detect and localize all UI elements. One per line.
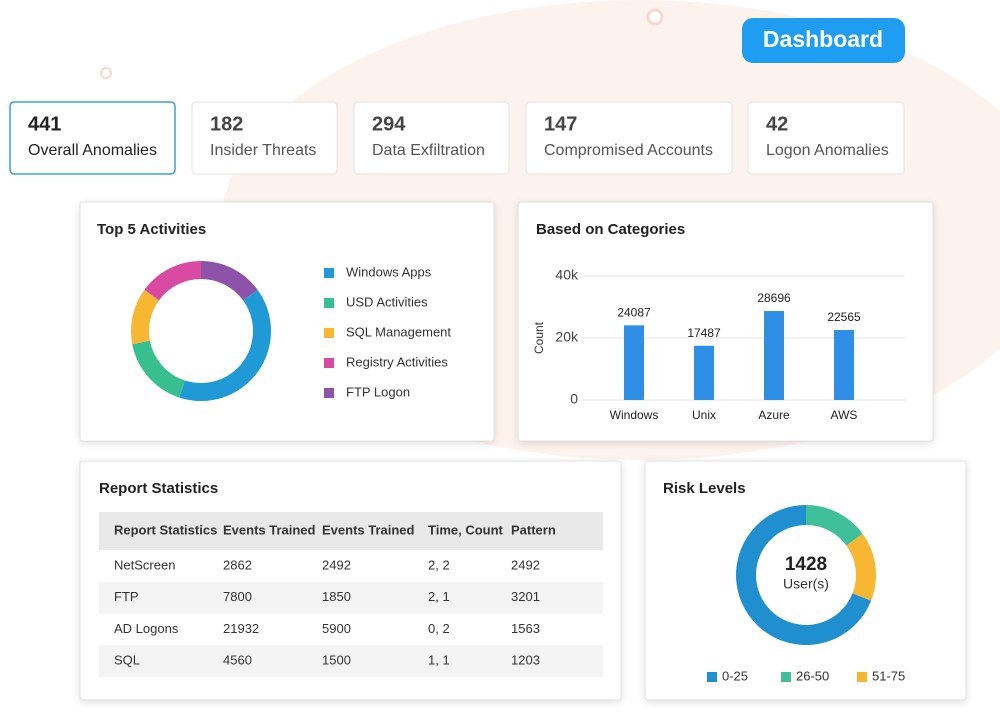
table-cell: 2492 [322, 557, 351, 572]
legend-swatch [781, 672, 791, 682]
x-tick-label: Windows [610, 408, 659, 422]
bar [624, 325, 644, 400]
y-tick-label: 0 [570, 391, 578, 407]
legend-swatch [324, 358, 334, 368]
legend-swatch [857, 672, 867, 682]
table-header: Events Trained [322, 522, 415, 537]
donut-slice [806, 505, 863, 546]
bar [694, 345, 714, 400]
table-cell: SQL [114, 653, 140, 668]
table-header: Report Statistics [114, 522, 217, 537]
stat-label: Compromised Accounts [544, 142, 713, 159]
table-cell: 1563 [511, 621, 540, 636]
panel-title: Risk Levels [663, 480, 746, 497]
table-cell: 3201 [511, 589, 540, 604]
decoration [646, 8, 664, 26]
legend-label: 51-75 [872, 668, 905, 683]
table-header: Time, Count [428, 522, 504, 537]
table-cell: FTP [114, 589, 139, 604]
bar [764, 311, 784, 400]
table-cell: 5900 [322, 621, 351, 636]
stat-value: 294 [372, 113, 406, 135]
center-label: User(s) [783, 576, 829, 592]
stat-card[interactable] [191, 101, 338, 175]
legend-label: USD Activities [346, 294, 428, 309]
table-cell: 1203 [511, 653, 540, 668]
table-cell: 21932 [223, 621, 259, 636]
table-header-bg [99, 512, 603, 550]
panel [517, 201, 934, 442]
stat-card[interactable] [525, 101, 733, 175]
bar-value-label: 17487 [687, 326, 721, 340]
donut-slice [201, 261, 258, 301]
bar [834, 330, 854, 400]
panel-title: Report Statistics [99, 480, 218, 497]
stat-card[interactable] [747, 101, 905, 175]
donut-slice [179, 289, 272, 401]
legend-label: 0-25 [722, 668, 748, 683]
table-header: Pattern [511, 522, 556, 537]
table-row-bg [99, 581, 603, 614]
table-cell: AD Logons [114, 621, 179, 636]
y-tick-label: 20k [555, 329, 579, 345]
panel [644, 460, 967, 701]
center-value: 1428 [785, 554, 827, 575]
table-cell: 0, 2 [428, 621, 450, 636]
table-cell: 2862 [223, 557, 252, 572]
legend-label: Registry Activities [346, 354, 448, 369]
x-tick-label: AWS [831, 408, 858, 422]
table-cell: 1850 [322, 589, 351, 604]
legend-label: FTP Logon [346, 384, 410, 399]
bar-value-label: 22565 [827, 310, 861, 324]
table-cell: 4560 [223, 653, 252, 668]
panel-title: Top 5 Activities [97, 221, 206, 238]
donut-slice [132, 340, 185, 398]
legend-label: Windows Apps [346, 264, 432, 279]
stat-value: 182 [210, 113, 243, 135]
bar-value-label: 24087 [617, 306, 651, 320]
x-tick-label: Azure [758, 408, 790, 422]
stat-label: Data Exfiltration [372, 142, 485, 159]
table-cell: 2, 1 [428, 589, 450, 604]
stat-value: 441 [28, 113, 61, 135]
dashboard-button[interactable] [742, 18, 905, 63]
table-cell: 1, 1 [428, 653, 450, 668]
table-cell: 7800 [223, 589, 252, 604]
stat-label: Overall Anomalies [28, 142, 157, 159]
legend-swatch [324, 388, 334, 398]
donut-slice [735, 505, 872, 646]
y-axis-label: Count [532, 321, 546, 354]
x-tick-label: Unix [692, 408, 716, 422]
table-cell: 1500 [322, 653, 351, 668]
donut-slice [144, 261, 201, 301]
panel-title: Based on Categories [536, 221, 685, 238]
table-header: Events Trained [223, 522, 316, 537]
legend-label: 26-50 [796, 668, 829, 683]
y-tick-label: 40k [555, 267, 579, 283]
table-cell: 2, 2 [428, 557, 450, 572]
donut-slice [846, 533, 876, 601]
decoration [100, 67, 112, 79]
stat-label: Logon Anomalies [766, 142, 889, 159]
donut-slice [131, 289, 159, 345]
legend-swatch [324, 268, 334, 278]
table-cell: NetScreen [114, 557, 175, 572]
stat-card[interactable] [353, 101, 510, 175]
stat-value: 42 [766, 113, 788, 135]
legend-swatch [324, 328, 334, 338]
stat-value: 147 [544, 113, 577, 135]
stat-label: Insider Threats [210, 142, 316, 159]
table-cell: 2492 [511, 557, 540, 572]
legend-swatch [324, 298, 334, 308]
dashboard-button-label[interactable]: Dashboard [763, 26, 883, 52]
table-row-bg [99, 645, 603, 678]
bar-value-label: 28696 [757, 291, 791, 305]
stat-card[interactable] [9, 101, 176, 175]
legend-label: SQL Management [346, 324, 451, 339]
legend-swatch [707, 672, 717, 682]
